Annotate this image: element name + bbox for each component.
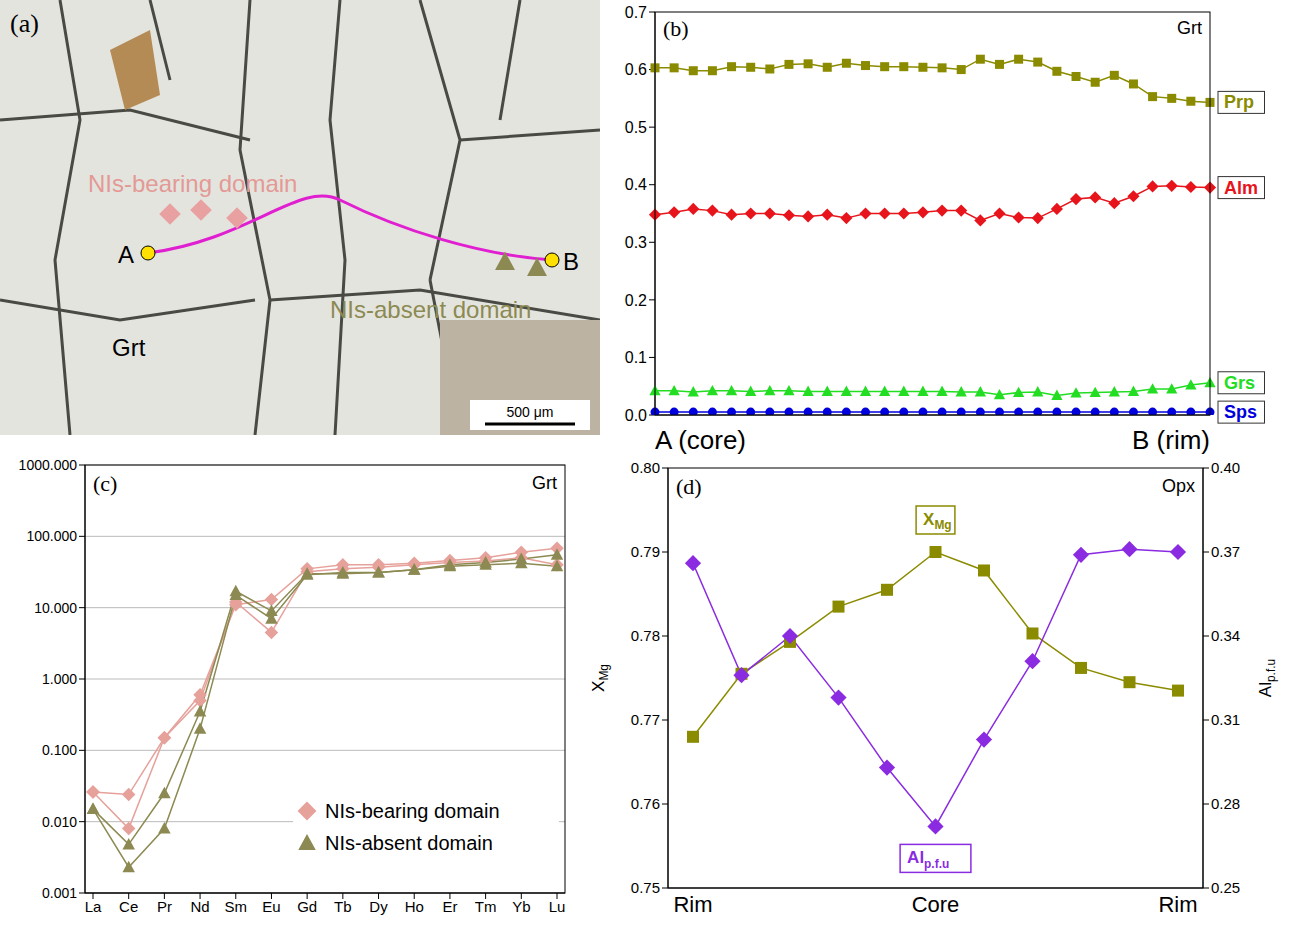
svg-text:Lu: Lu [549, 898, 566, 915]
svg-text:Nd: Nd [190, 898, 209, 915]
svg-text:Pr: Pr [157, 898, 172, 915]
svg-text:0.001: 0.001 [42, 885, 77, 901]
svg-text:0.7: 0.7 [625, 4, 647, 21]
svg-text:0.79: 0.79 [631, 543, 660, 560]
svg-text:0.2: 0.2 [625, 292, 647, 309]
svg-text:Sps: Sps [1224, 402, 1257, 422]
svg-text:1.000: 1.000 [42, 671, 77, 687]
svg-text:0.31: 0.31 [1211, 711, 1240, 728]
svg-text:La: La [85, 898, 102, 915]
svg-text:NIs-bearing domain: NIs-bearing domain [88, 170, 297, 197]
svg-text:0.76: 0.76 [631, 795, 660, 812]
svg-text:Opx: Opx [1162, 476, 1195, 496]
svg-text:Er: Er [442, 898, 457, 915]
svg-text:B (rim): B (rim) [1132, 425, 1210, 455]
svg-text:0.40: 0.40 [1211, 459, 1240, 476]
svg-text:0.4: 0.4 [625, 176, 647, 193]
svg-text:XMg: XMg [923, 510, 952, 532]
svg-text:100.000: 100.000 [26, 528, 77, 544]
svg-text:0.75: 0.75 [631, 879, 660, 896]
svg-text:Grt: Grt [532, 473, 557, 493]
svg-text:0.78: 0.78 [631, 627, 660, 644]
svg-text:Grt: Grt [1177, 18, 1202, 38]
svg-text:Ce: Ce [119, 898, 138, 915]
svg-text:(d): (d) [676, 474, 702, 499]
svg-text:Gd: Gd [297, 898, 317, 915]
svg-text:0.1: 0.1 [625, 349, 647, 366]
svg-text:Rim: Rim [1158, 892, 1197, 917]
svg-text:A: A [118, 241, 134, 268]
svg-text:Tm: Tm [475, 898, 497, 915]
svg-text:0.0: 0.0 [625, 407, 647, 424]
svg-text:0.28: 0.28 [1211, 795, 1240, 812]
svg-text:Tb: Tb [334, 898, 352, 915]
svg-text:Dy: Dy [369, 898, 388, 915]
svg-text:500 μm: 500 μm [507, 404, 554, 420]
svg-text:10.000: 10.000 [34, 600, 77, 616]
svg-text:(a): (a) [10, 9, 39, 38]
svg-text:1000.000: 1000.000 [19, 457, 78, 473]
svg-text:0.010: 0.010 [42, 814, 77, 830]
svg-text:Alp.f.u: Alp.f.u [1256, 659, 1278, 697]
svg-text:0.37: 0.37 [1211, 543, 1240, 560]
svg-text:Yb: Yb [512, 898, 530, 915]
svg-text:Rim: Rim [673, 892, 712, 917]
svg-text:0.25: 0.25 [1211, 879, 1240, 896]
svg-text:0.6: 0.6 [625, 61, 647, 78]
svg-text:NIs-absent domain: NIs-absent domain [325, 832, 493, 854]
svg-text:0.100: 0.100 [42, 742, 77, 758]
svg-text:Alp.f.u: Alp.f.u [907, 848, 949, 870]
svg-text:Alm: Alm [1224, 178, 1258, 198]
svg-text:0.5: 0.5 [625, 119, 647, 136]
svg-text:0.34: 0.34 [1211, 627, 1240, 644]
svg-text:0.80: 0.80 [631, 459, 660, 476]
svg-text:B: B [563, 248, 579, 275]
svg-text:Eu: Eu [262, 898, 280, 915]
svg-text:Grs: Grs [1224, 373, 1255, 393]
svg-text:Ho: Ho [405, 898, 424, 915]
svg-text:A (core): A (core) [655, 425, 746, 455]
svg-text:0.77: 0.77 [631, 711, 660, 728]
svg-text:(c): (c) [93, 471, 117, 496]
svg-text:NIs-bearing domain: NIs-bearing domain [325, 800, 500, 822]
svg-text:XMg: XMg [589, 664, 611, 692]
svg-text:0.3: 0.3 [625, 234, 647, 251]
svg-text:Sm: Sm [225, 898, 248, 915]
svg-text:Core: Core [912, 892, 960, 917]
svg-text:(b): (b) [663, 16, 689, 41]
svg-text:NIs-absent domain: NIs-absent domain [330, 296, 531, 323]
svg-text:Prp: Prp [1224, 92, 1254, 112]
svg-text:Grt: Grt [112, 334, 146, 361]
